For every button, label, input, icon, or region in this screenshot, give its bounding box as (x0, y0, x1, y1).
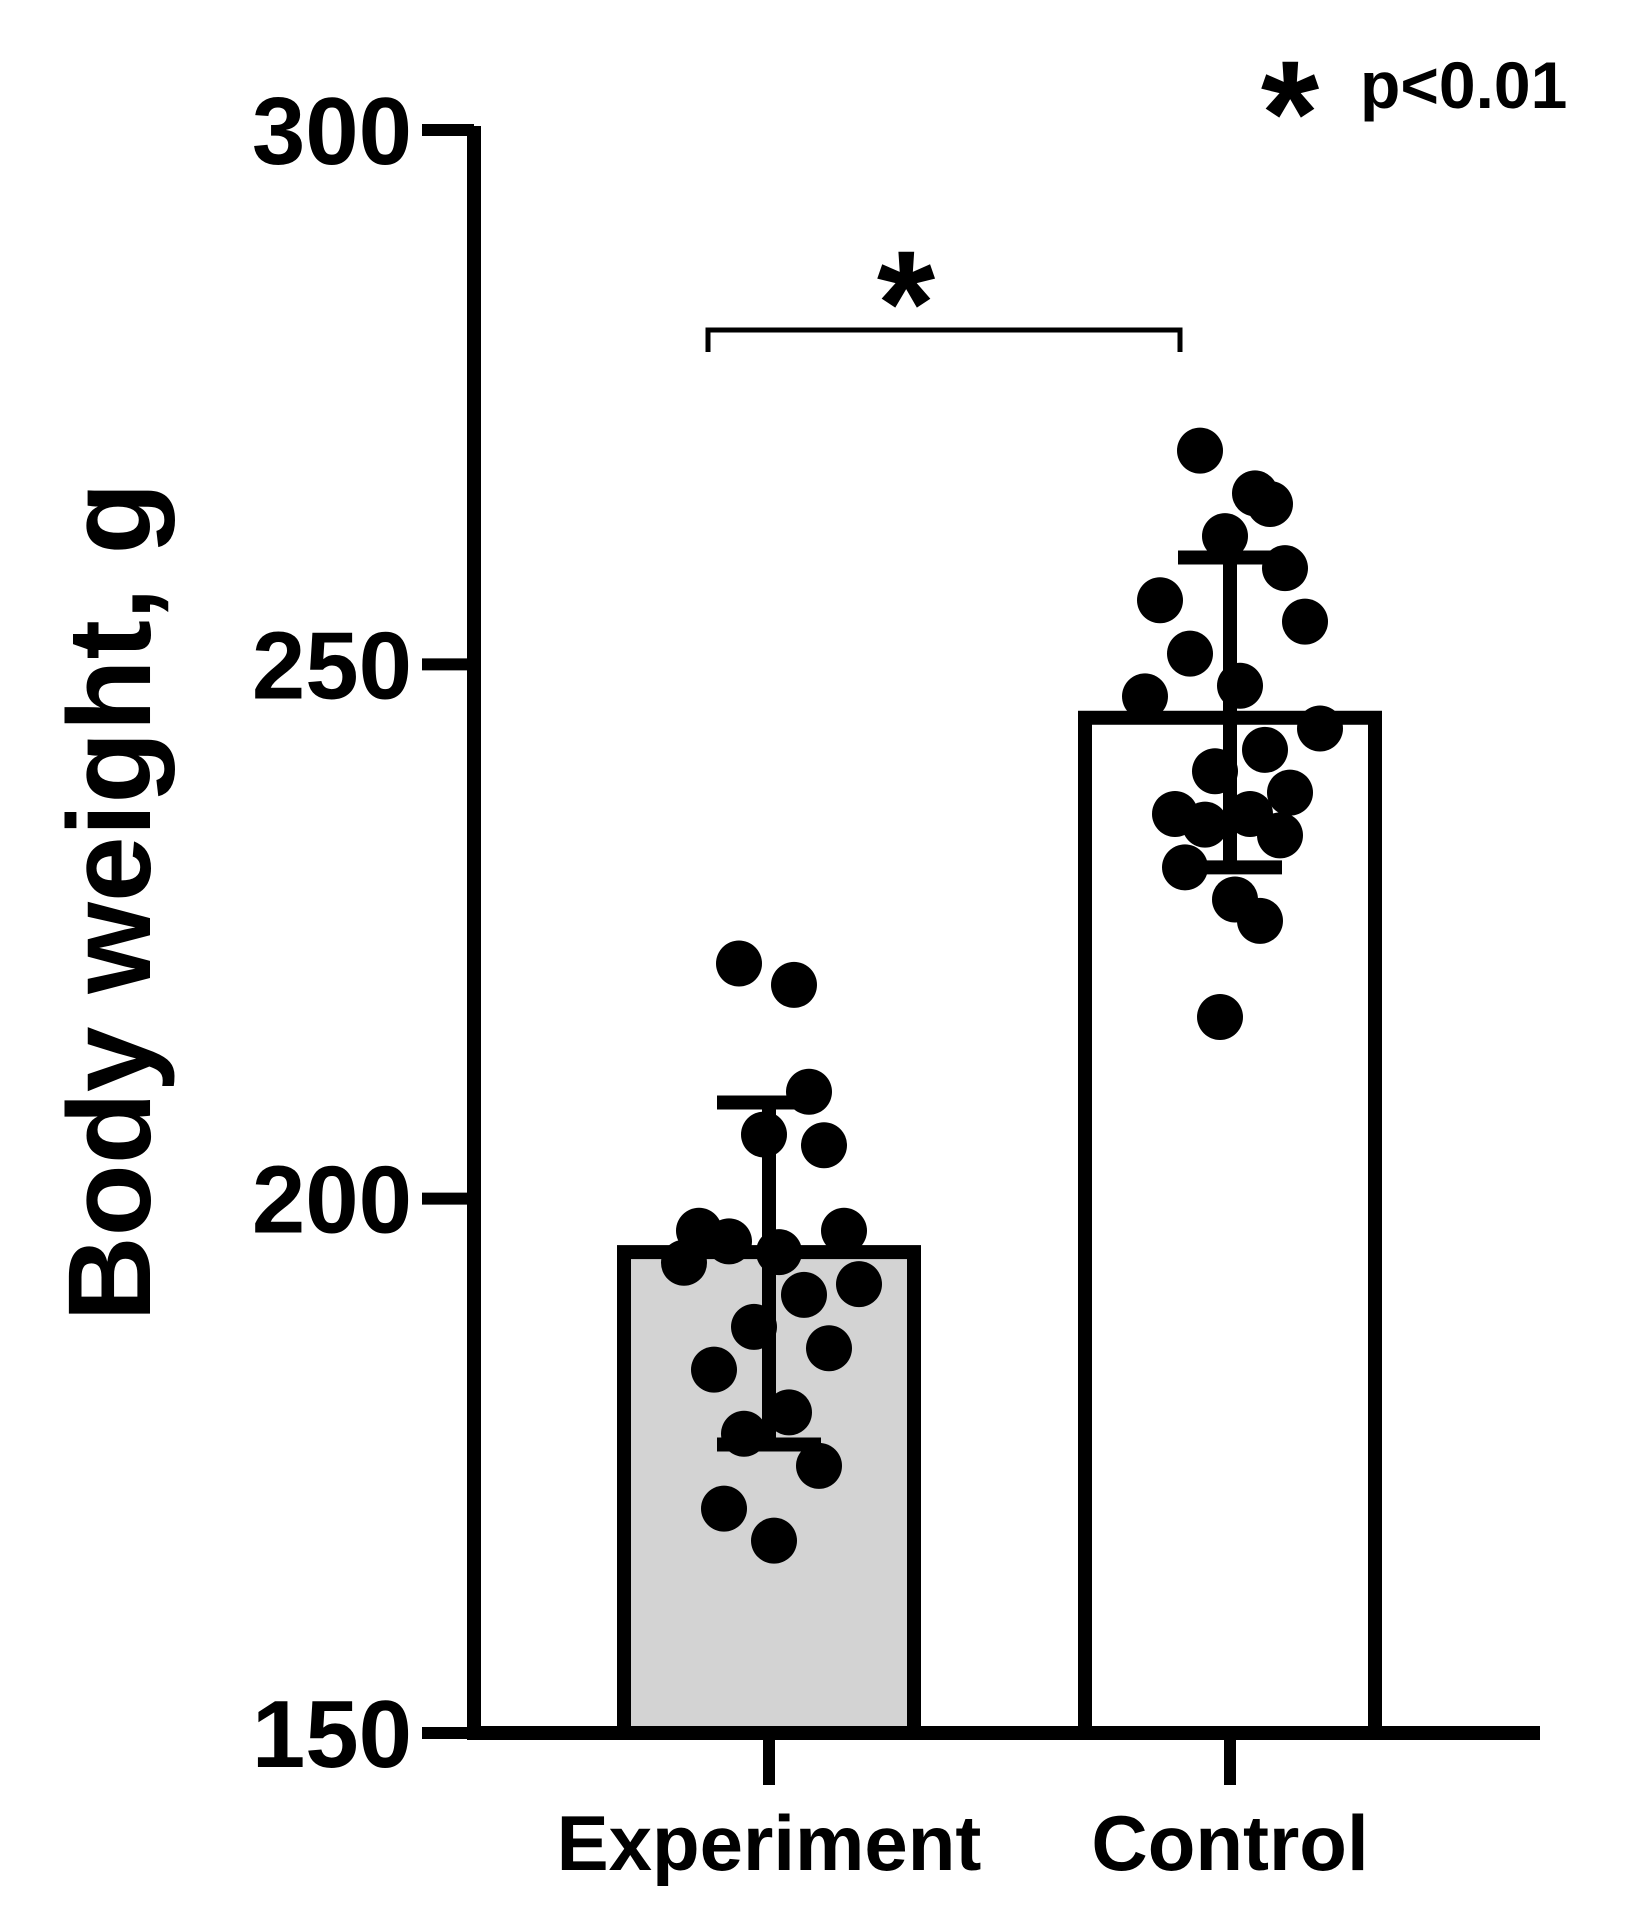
data-point-experiment (821, 1207, 867, 1254)
data-point-experiment (701, 1485, 747, 1532)
data-point-experiment (741, 1111, 787, 1158)
data-points-layer (661, 427, 1343, 1564)
significance-bracket (705, 327, 1183, 352)
data-point-control (1122, 673, 1168, 720)
data-point-experiment (796, 1442, 842, 1489)
data-point-experiment (721, 1410, 767, 1457)
data-point-experiment (806, 1325, 852, 1372)
data-point-experiment (781, 1271, 827, 1318)
data-point-control (1262, 545, 1308, 592)
data-point-experiment (836, 1261, 882, 1308)
data-point-experiment (766, 1389, 812, 1436)
y-tick-label: 250 (252, 612, 412, 719)
data-point-control (1177, 427, 1223, 474)
data-point-experiment (661, 1239, 707, 1286)
data-point-control (1247, 481, 1293, 528)
legend-star: * (1261, 29, 1320, 197)
data-point-control (1242, 726, 1288, 773)
data-point-control (1137, 577, 1183, 624)
y-tick-label: 150 (252, 1681, 412, 1788)
labels-layer: Body weight, g * * p<0.01 150 200 250 300 Ex… (44, 29, 1567, 1887)
data-point-control (1297, 705, 1343, 752)
x-tick-label-experiment: Experiment (557, 1799, 982, 1887)
data-point-control (1257, 812, 1303, 859)
axes-layer (422, 124, 1540, 1785)
data-point-experiment (731, 1303, 777, 1350)
data-point-control (1202, 513, 1248, 560)
data-point-experiment (771, 961, 817, 1008)
y-tick-label: 300 (252, 78, 412, 185)
y-axis-label: Body weight, g (44, 482, 176, 1321)
y-tick-label: 200 (252, 1147, 412, 1254)
data-point-experiment (801, 1122, 847, 1169)
data-point-experiment (716, 940, 762, 987)
data-point-control (1192, 748, 1238, 795)
data-point-experiment (786, 1068, 832, 1115)
data-point-experiment (691, 1346, 737, 1393)
data-point-control (1267, 769, 1313, 816)
data-point-control (1237, 897, 1283, 944)
data-point-control (1167, 630, 1213, 677)
significance-star: * (877, 219, 936, 387)
data-point-control (1182, 801, 1228, 848)
x-tick-label-control: Control (1091, 1799, 1368, 1887)
data-point-control (1282, 598, 1328, 645)
data-point-experiment (756, 1229, 802, 1276)
data-point-experiment (751, 1517, 797, 1564)
data-point-control (1197, 993, 1243, 1040)
data-point-experiment (706, 1218, 752, 1265)
data-point-control (1217, 662, 1263, 709)
data-point-control (1162, 844, 1208, 891)
p-value-note: p<0.01 (1360, 48, 1567, 122)
